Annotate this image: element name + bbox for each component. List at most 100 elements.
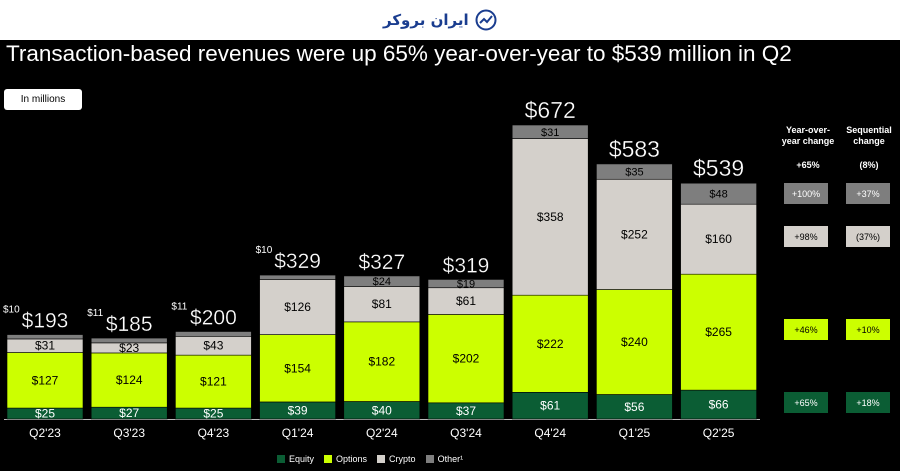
bar-segment-options — [343, 321, 421, 402]
legend-swatch — [277, 455, 285, 463]
segment-value-label: $31 — [541, 127, 559, 139]
bar-segment-equity — [511, 392, 589, 420]
bar-segment-options — [596, 289, 673, 395]
yoy-total-change: +65% — [796, 160, 820, 170]
segment-value-label: $66 — [709, 398, 729, 412]
bar-segment-options — [90, 352, 168, 408]
legend-item-equity: Equity — [277, 454, 314, 464]
category-tick-label: Q1'25 — [619, 426, 651, 440]
category-tick-label: Q1'24 — [282, 426, 314, 440]
segment-value-label: $39 — [288, 403, 308, 417]
bar-segment-equity — [680, 389, 757, 420]
legend-swatch — [324, 455, 333, 463]
category-tick-label: Q3'23 — [113, 426, 145, 440]
segment-value-label: $27 — [119, 406, 139, 420]
bar-segment-crypto — [259, 279, 336, 335]
total-value-label: $539 — [693, 155, 744, 181]
segment-value-label: $182 — [368, 355, 395, 369]
bar-segment-options — [6, 352, 84, 409]
segment-value-label: $160 — [705, 232, 732, 246]
bar-segment-crypto — [343, 286, 421, 323]
bar-segment-options — [175, 354, 252, 409]
segment-value-label: $25 — [203, 407, 223, 421]
segment-value-label: $23 — [119, 341, 139, 355]
segment-value-label: $24 — [373, 276, 391, 288]
seq-total-change: (8%) — [859, 160, 879, 170]
total-value-label: $329 — [274, 250, 321, 273]
other-value-label: $11 — [87, 308, 103, 319]
total-value-label: $327 — [358, 251, 405, 274]
segment-value-label: $127 — [32, 373, 59, 387]
segment-value-label: $35 — [625, 167, 643, 179]
segment-value-label: $222 — [537, 337, 564, 351]
category-tick-label: Q2'24 — [366, 426, 398, 440]
other-value-label: $11 — [171, 302, 187, 313]
bar-segment-other — [680, 182, 757, 205]
segment-value-label: $126 — [284, 300, 311, 314]
bar-segment-other — [90, 337, 168, 344]
chart-legend: Equity Options Crypto Other¹ — [277, 452, 463, 466]
segment-value-label: $40 — [372, 403, 392, 417]
segment-value-label: $37 — [456, 404, 476, 418]
bar-segment-other — [175, 331, 252, 337]
other-value-label: $10 — [256, 245, 273, 256]
segment-value-label: $202 — [453, 352, 480, 366]
unit-label: In millions — [4, 89, 82, 110]
segment-value-label: $124 — [116, 373, 143, 387]
seq-change-header: Sequential change — [846, 125, 892, 146]
segment-value-label: $154 — [284, 361, 311, 375]
segment-value-label: $121 — [200, 375, 227, 389]
bar-segment-options — [511, 294, 589, 393]
bar-segment-other — [6, 334, 84, 340]
other-yoy-change: +100% — [784, 183, 828, 204]
segment-value-label: $265 — [705, 325, 732, 339]
options-seq-change: +10% — [846, 319, 890, 340]
bar-segment-options — [680, 273, 757, 391]
other-seq-change: +37% — [846, 183, 890, 204]
bar-segment-other — [343, 275, 421, 287]
segment-value-label: $48 — [709, 189, 727, 201]
equity-seq-change: +18% — [846, 392, 890, 413]
legend-swatch — [377, 455, 386, 463]
bar-segment-crypto — [427, 287, 505, 315]
category-tick-label: Q4'24 — [534, 426, 566, 440]
segment-value-label: $61 — [540, 399, 560, 413]
bar-segment-options — [259, 334, 336, 403]
segment-value-label: $61 — [456, 294, 476, 308]
bar-segment-crypto — [511, 138, 589, 296]
legend-item-other: Other¹ — [425, 454, 463, 464]
legend-item-crypto: Crypto — [377, 454, 416, 464]
equity-yoy-change: +65% — [784, 392, 828, 413]
crypto-seq-change: (37%) — [846, 226, 890, 247]
category-tick-label: Q3'24 — [450, 426, 482, 440]
bar-segment-options — [427, 314, 505, 404]
options-yoy-change: +46% — [784, 319, 828, 340]
segment-value-label: $56 — [624, 400, 644, 414]
yoy-change-header: Year-over-year change — [781, 125, 835, 146]
segment-value-label: $19 — [457, 279, 475, 291]
segment-value-label: $25 — [35, 407, 55, 421]
total-value-label: $672 — [525, 97, 576, 123]
brand-logo-text: ایران بروکر — [383, 11, 469, 29]
bar-segment-other — [259, 274, 336, 280]
total-value-label: $583 — [609, 136, 660, 162]
bar-segment-other — [596, 163, 673, 180]
segment-value-label: $240 — [621, 335, 648, 349]
segment-value-label: $43 — [203, 339, 223, 353]
segment-value-label: $358 — [537, 210, 564, 224]
bar-segment-crypto — [596, 178, 673, 290]
trend-chart-icon — [475, 9, 497, 31]
bar-segment-other — [427, 279, 505, 289]
total-value-label: $193 — [22, 310, 69, 333]
category-tick-label: Q2'23 — [29, 426, 61, 440]
brand-logo[interactable]: ایران بروکر — [383, 8, 497, 32]
legend-label: Options — [336, 454, 368, 464]
bar-segment-equity — [596, 394, 673, 420]
other-value-label: $10 — [3, 305, 20, 316]
top-banner: ایران بروکر — [0, 0, 900, 40]
segment-value-label: $252 — [621, 227, 648, 241]
legend-label: Crypto — [389, 454, 416, 464]
category-tick-label: Q4'23 — [198, 426, 230, 440]
total-value-label: $200 — [190, 307, 237, 330]
